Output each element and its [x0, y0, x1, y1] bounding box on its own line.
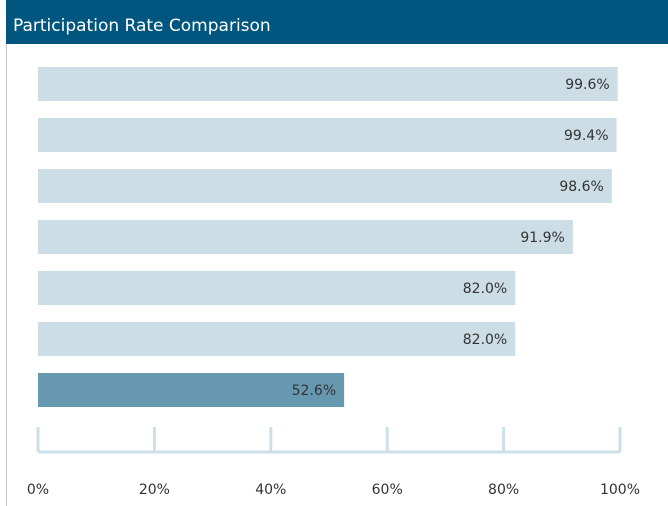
x-tick-label: 60% — [372, 482, 403, 498]
value-label: 98.6% — [559, 179, 603, 195]
value-label: 52.6% — [292, 383, 336, 399]
value-label: 99.6% — [565, 77, 609, 93]
value-label: 91.9% — [520, 230, 564, 246]
bar — [38, 67, 618, 101]
value-label: 82.0% — [463, 281, 507, 297]
x-tick-label: 40% — [255, 482, 286, 498]
bar — [38, 373, 345, 407]
bar — [38, 220, 573, 254]
x-tick-label: 0% — [27, 482, 49, 498]
bar — [38, 271, 516, 305]
value-label: 82.0% — [463, 332, 507, 348]
value-label: 99.4% — [564, 128, 608, 144]
bar — [38, 118, 617, 152]
x-tick-label: 20% — [139, 482, 170, 498]
bar — [38, 322, 516, 356]
x-tick-label: 100% — [600, 482, 640, 498]
bar — [38, 169, 612, 203]
header-bar — [6, 0, 668, 44]
x-tick-label: 80% — [488, 482, 519, 498]
chart-title: Participation Rate Comparison — [13, 16, 271, 36]
